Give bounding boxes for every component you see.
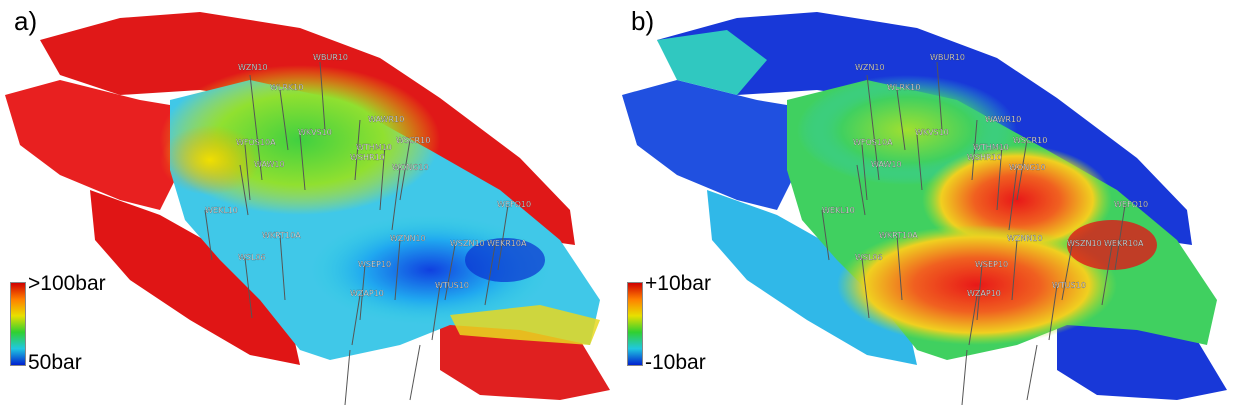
outer-block-southwest — [90, 190, 300, 365]
panel-b: WZN10 WBUR10 WLRK10 WFOS10A WKVS10 WAWR1… — [617, 0, 1234, 415]
well-label: WEKL10 — [822, 206, 855, 215]
well-lines-b — [821, 61, 1126, 406]
well-label: WAWR10 — [985, 115, 1021, 124]
outer-block-north — [657, 12, 1192, 245]
well-label: WONG10 — [1009, 163, 1046, 172]
well-label: WLRK10 — [270, 83, 303, 92]
pressure-field-map-a: WZN10 WBUR10 WLRK10 WFOS10A WKVS10 WAWR1… — [5, 12, 610, 406]
well-label: WSEP10 — [975, 260, 1008, 269]
colorbar-max-label-b: +10bar — [645, 272, 711, 295]
well-label: WKVS10 — [298, 128, 332, 137]
well-label: WBUR10 — [313, 53, 348, 62]
well-label: WAW10 — [871, 160, 902, 169]
pressure-change-map-b: WZN10 WBUR10 WLRK10 WFOS10A WKVS10 WAWR1… — [622, 12, 1227, 406]
colorbar-max-label-a: >100bar — [28, 272, 106, 295]
well-label: WFOS10A — [853, 138, 893, 147]
well-label: WKRT10A — [262, 231, 301, 240]
colorbar-min-label-a: 50bar — [28, 351, 82, 374]
well-label: WTUS10 — [435, 281, 469, 290]
outer-block-west — [622, 80, 817, 210]
well-label: WZAP10 — [350, 289, 384, 298]
well-label: WZAP10 — [967, 289, 1001, 298]
panel-label-b: b) — [631, 6, 655, 36]
outer-block-southeast — [1057, 310, 1227, 400]
well-labels-b: WZN10 WBUR10 WLRK10 WFOS10A WKVS10 WAWR1… — [822, 53, 1148, 298]
well-label: WONG10 — [392, 163, 429, 172]
panel-label-a: a) — [14, 6, 38, 36]
well-label: WKVS10 — [915, 128, 949, 137]
well-label: WSEP10 — [358, 260, 391, 269]
well-label: WSZN10 — [1067, 239, 1102, 248]
well-label: WEFO10 — [1114, 200, 1148, 209]
well-label: WSCR10 — [396, 136, 430, 145]
well-lines-a — [204, 61, 509, 406]
well-label: WKRT10A — [879, 231, 918, 240]
well-label: WSHR10 — [967, 153, 1002, 162]
well-label: WTHM10 — [356, 143, 392, 152]
well-label: WLRK10 — [887, 83, 920, 92]
deep-blue-zone-a — [465, 238, 545, 282]
south-yellow-strip-a — [450, 305, 600, 345]
well-label: WSL06 — [855, 253, 883, 262]
panel-a: WZN10 WBUR10 WLRK10 WFOS10A WKVS10 WAWR1… — [5, 6, 610, 406]
well-label: WEFO10 — [497, 200, 531, 209]
outer-block-north — [40, 12, 575, 245]
colorbar-a — [10, 282, 26, 366]
outer-block-northwest — [657, 30, 767, 95]
well-label: WSHR10 — [350, 153, 385, 162]
outer-block-west — [5, 80, 200, 210]
well-label: WEKL10 — [205, 206, 238, 215]
well-labels-a: WZN10 WBUR10 WLRK10 WFOS10A WKVS10 WAWR1… — [205, 53, 531, 298]
well-label: WFOS10A — [236, 138, 276, 147]
well-label: WEKR10A — [487, 239, 527, 248]
well-label: WSCR10 — [1013, 136, 1047, 145]
well-label: WTUS10 — [1052, 281, 1086, 290]
well-label: WAWR10 — [368, 115, 404, 124]
well-label: WAW10 — [254, 160, 285, 169]
well-label: WZN10 — [855, 63, 885, 72]
yellow-zone-a — [160, 125, 260, 195]
outer-block-southwest — [707, 190, 917, 365]
well-label: WZN10 — [238, 63, 268, 72]
well-label: WSZN10 — [450, 239, 485, 248]
colorbar-min-label-b: -10bar — [645, 351, 706, 374]
well-label: WEKR10A — [1104, 239, 1144, 248]
well-label: WZNN10 — [1007, 234, 1043, 243]
red-zone-south-b — [837, 225, 1117, 345]
well-label: WSL06 — [238, 253, 266, 262]
well-label: WZNN10 — [390, 234, 426, 243]
colorbar-b — [627, 282, 643, 366]
well-label: WTHM10 — [973, 143, 1009, 152]
well-label: WBUR10 — [930, 53, 965, 62]
